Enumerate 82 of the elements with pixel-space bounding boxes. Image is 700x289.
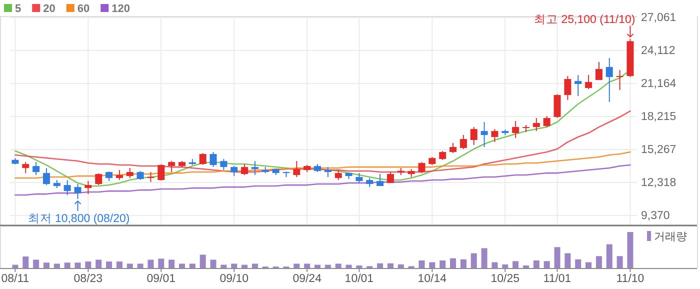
x-tick-label: 08/23 bbox=[74, 273, 103, 285]
x-tick-label: 09/24 bbox=[292, 273, 322, 285]
bar bbox=[314, 264, 321, 268]
bar bbox=[377, 263, 384, 268]
bar bbox=[106, 262, 112, 268]
bar bbox=[178, 264, 185, 268]
bar bbox=[231, 264, 238, 268]
bar bbox=[220, 264, 227, 268]
x-tick-label: 10/25 bbox=[490, 273, 520, 285]
bar bbox=[502, 264, 508, 268]
bar bbox=[554, 247, 560, 268]
bar bbox=[616, 256, 623, 268]
bar bbox=[429, 262, 436, 268]
x-tick-label: 09/10 bbox=[220, 273, 249, 285]
y-tick-label: 24,112 bbox=[641, 45, 676, 58]
x-tick-label: 10/14 bbox=[418, 273, 448, 285]
bar bbox=[335, 264, 342, 268]
y-tick-label: 15,267 bbox=[641, 144, 676, 156]
bar bbox=[252, 264, 258, 268]
annotation: 최저 10,800 (08/20) bbox=[28, 213, 130, 226]
x-tick-label: 11/10 bbox=[616, 273, 644, 285]
x-tick-label: 09/01 bbox=[146, 273, 176, 285]
x-tick-label: 10/01 bbox=[344, 273, 374, 285]
legend-label: 60 bbox=[77, 3, 90, 15]
y-tick-label: 9,370 bbox=[641, 210, 670, 222]
legend-label: 5 bbox=[15, 3, 22, 15]
bar bbox=[210, 260, 216, 268]
bar bbox=[627, 232, 634, 268]
bar bbox=[116, 262, 122, 268]
bar bbox=[596, 256, 602, 268]
bar bbox=[74, 262, 81, 268]
annotation: 최고 25,100 (11/10) bbox=[534, 14, 636, 38]
bar bbox=[346, 264, 352, 268]
bar bbox=[533, 260, 540, 268]
bar bbox=[564, 253, 571, 268]
bar bbox=[450, 258, 456, 268]
bar bbox=[12, 264, 18, 268]
y-tick-label: 12,318 bbox=[641, 177, 676, 190]
bar bbox=[418, 260, 425, 268]
bar bbox=[387, 263, 394, 268]
bar bbox=[189, 264, 196, 268]
bar bbox=[64, 262, 70, 268]
annotation: 최고 25,100 (11/10) bbox=[534, 14, 636, 26]
x-tick-label: 08/11 bbox=[1, 273, 30, 285]
y-tick-label: 18,215 bbox=[641, 111, 676, 124]
legend-label: 20 bbox=[43, 3, 56, 15]
bar bbox=[440, 260, 446, 268]
bar bbox=[460, 259, 466, 268]
annotation: 최저 10,800 (08/20) bbox=[28, 200, 130, 226]
bar bbox=[324, 264, 331, 268]
bar bbox=[294, 264, 300, 268]
bar bbox=[544, 261, 550, 268]
bar bbox=[586, 262, 592, 268]
bar bbox=[96, 260, 102, 268]
bar bbox=[242, 264, 248, 268]
bar bbox=[43, 262, 50, 268]
bar bbox=[158, 258, 164, 268]
bar bbox=[85, 262, 92, 268]
bar bbox=[512, 261, 519, 268]
y-tick-label: 27,061 bbox=[641, 12, 676, 24]
bar bbox=[356, 265, 362, 268]
x-tick-label: 11/01 bbox=[543, 273, 572, 285]
y-tick-label: 21,164 bbox=[641, 78, 677, 90]
bar bbox=[22, 256, 29, 268]
bar bbox=[304, 264, 310, 268]
bar bbox=[522, 265, 529, 268]
bar bbox=[54, 264, 60, 268]
bar bbox=[126, 264, 133, 268]
bar bbox=[148, 260, 154, 268]
bar bbox=[168, 260, 175, 268]
bar bbox=[492, 262, 498, 268]
bar bbox=[470, 253, 477, 268]
bar bbox=[606, 244, 612, 268]
bar bbox=[481, 248, 488, 268]
legend-label: 거래량 bbox=[654, 231, 687, 243]
legend-label: 120 bbox=[112, 3, 130, 15]
bar bbox=[575, 259, 582, 268]
bar bbox=[137, 264, 144, 268]
bar bbox=[200, 254, 206, 268]
legend: 거래량 bbox=[647, 231, 687, 243]
bar bbox=[398, 264, 404, 268]
bar bbox=[33, 260, 40, 268]
